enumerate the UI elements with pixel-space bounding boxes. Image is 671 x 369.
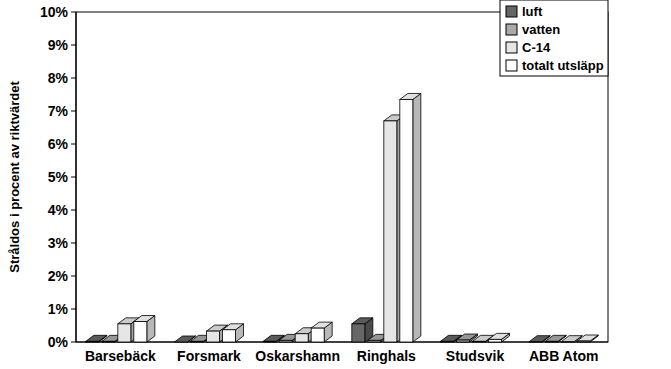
y-tick-label: 1%: [48, 301, 69, 317]
x-tick-label: Studsvik: [446, 348, 505, 364]
bar: [529, 341, 542, 342]
legend-label: totalt utsläpp: [522, 58, 604, 73]
y-tick: [71, 309, 76, 310]
bar-top: [223, 324, 244, 330]
y-tick-label: 10%: [40, 4, 69, 20]
y-tick: [71, 111, 76, 112]
bar: [457, 340, 470, 342]
y-tick: [71, 12, 76, 13]
bar: [102, 341, 115, 343]
bar: [368, 340, 381, 342]
y-tick-label: 4%: [48, 202, 69, 218]
bar: [191, 341, 204, 343]
bar: [577, 341, 590, 343]
bar-top: [489, 333, 510, 339]
bar: [263, 341, 276, 343]
y-tick: [71, 342, 76, 343]
y-tick: [71, 243, 76, 244]
bar-side: [413, 93, 421, 342]
legend-swatch: [506, 60, 517, 71]
y-tick: [71, 78, 76, 79]
bar: [489, 339, 502, 342]
bar: [207, 331, 220, 342]
bar: [223, 330, 236, 342]
legend-label: vatten: [522, 22, 560, 37]
x-tick-label: ABB Atom: [529, 348, 598, 364]
x-tick-label: Forsmark: [177, 348, 241, 364]
bar: [311, 328, 324, 342]
legend-box: [500, 0, 608, 76]
x-tick-label: Ringhals: [357, 348, 416, 364]
bar: [545, 341, 558, 343]
y-tick-label: 9%: [48, 37, 69, 53]
y-tick: [71, 45, 76, 46]
bar: [134, 322, 147, 342]
bar: [441, 341, 454, 343]
y-tick-label: 8%: [48, 70, 69, 86]
x-tick-label: Oskarshamn: [255, 348, 340, 364]
x-tick-label: Barsebäck: [85, 348, 156, 364]
bar-top: [457, 334, 478, 340]
bar: [384, 121, 397, 342]
bars: [86, 93, 598, 342]
bar: [295, 334, 308, 342]
bar-top: [400, 93, 421, 99]
bar: [86, 341, 99, 343]
y-tick: [71, 177, 76, 178]
bar: [118, 324, 131, 342]
bar-top: [577, 335, 598, 341]
bar: [352, 324, 365, 342]
plot-frame: [76, 12, 608, 342]
y-tick-label: 0%: [48, 334, 69, 350]
y-tick-label: 2%: [48, 268, 69, 284]
bar-top: [311, 322, 332, 328]
bar: [279, 340, 292, 342]
legend: luft vatten C-14 totalt utsläpp: [500, 0, 608, 76]
bar: [400, 99, 413, 342]
legend-swatch: [506, 6, 517, 17]
bar: [175, 342, 188, 343]
y-tick: [71, 276, 76, 277]
chart: 0% 1% 2% 3% 4% 5% 6% 7% 8% 9% 10% Stråldos i procen…: [0, 0, 671, 369]
y-tick-label: 5%: [48, 169, 69, 185]
legend-swatch: [506, 42, 517, 53]
legend-label: luft: [522, 4, 543, 19]
y-axis-label: Stråldos i procent av riktvärdet: [7, 81, 22, 273]
y-tick-label: 6%: [48, 136, 69, 152]
legend-label: C-14: [522, 40, 551, 55]
y-tick-label: 7%: [48, 103, 69, 119]
bar: [561, 341, 574, 342]
bar: [473, 341, 486, 343]
bar-top: [352, 318, 373, 324]
y-tick-label: 3%: [48, 235, 69, 251]
legend-swatch: [506, 24, 517, 35]
y-tick: [71, 144, 76, 145]
y-tick: [71, 210, 76, 211]
bar-top: [134, 316, 155, 322]
